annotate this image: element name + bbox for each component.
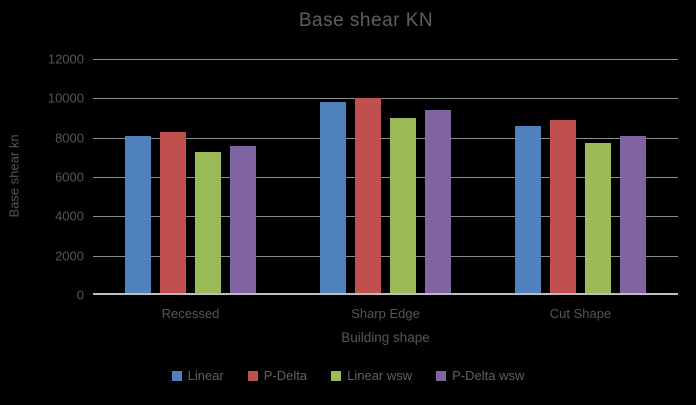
gridline-2000: [93, 255, 678, 257]
legend-label: Linear: [187, 368, 224, 383]
legend-swatch-icon: [171, 370, 182, 381]
chart-legend: Linear P-Delta Linear wsw P-Delta wsw: [0, 368, 696, 383]
legend-label: P-Delta wsw: [452, 368, 525, 383]
bar-p-delta-wsw-cut-shape: [620, 135, 646, 295]
y-axis-ticks: 0 2000 4000 6000 8000 10000 12000: [0, 52, 84, 303]
legend-swatch-icon: [247, 370, 258, 381]
bar-p-delta-recessed: [160, 131, 186, 295]
y-tick-label-0: 0: [76, 287, 84, 303]
legend-item-linear: Linear: [171, 368, 224, 383]
gridline-10000: [93, 98, 678, 100]
bar-p-delta-cut-shape: [550, 119, 576, 295]
y-tick-label-2000: 2000: [55, 248, 84, 264]
x-axis-label: Building shape: [341, 330, 430, 345]
bar-linear-wsw-recessed: [195, 152, 221, 295]
legend-label: P-Delta: [263, 368, 308, 383]
bar-linear-recessed: [125, 135, 151, 295]
gridline-4000: [93, 216, 678, 218]
y-tick-label-4000: 4000: [55, 208, 84, 224]
gridline-12000: [93, 59, 678, 60]
bar-p-delta-wsw-sharp-edge: [425, 110, 451, 295]
x-axis-line: [93, 293, 678, 295]
legend-item-linear-wsw: Linear wsw: [331, 368, 412, 383]
bar-linear-wsw-sharp-edge: [390, 118, 416, 295]
x-category-label-cut-shape: Cut Shape: [549, 306, 612, 321]
legend-swatch-icon: [331, 370, 342, 381]
plot-area: [93, 59, 678, 295]
gridline-8000: [93, 137, 678, 139]
bar-linear-sharp-edge: [320, 102, 346, 295]
legend-item-p-delta-wsw: P-Delta wsw: [436, 368, 524, 383]
y-tick-label-10000: 10000: [47, 90, 84, 106]
y-tick-label-8000: 8000: [55, 130, 84, 146]
bar-linear-wsw-cut-shape: [585, 142, 611, 295]
y-tick-label-6000: 6000: [55, 169, 84, 185]
legend-label: Linear wsw: [347, 368, 413, 383]
y-tick-label-12000: 12000: [47, 51, 84, 67]
bar-p-delta-wsw-recessed: [230, 145, 256, 295]
bar-group-recessed: [125, 59, 256, 295]
x-category-label-sharp-edge: Sharp Edge: [351, 306, 420, 321]
legend-swatch-icon: [436, 370, 447, 381]
gridline-6000: [93, 177, 678, 178]
x-category-row: Recessed Sharp Edge Cut Shape: [93, 306, 678, 321]
bar-p-delta-sharp-edge: [355, 98, 381, 295]
bar-linear-cut-shape: [515, 125, 541, 295]
bar-groups: [93, 59, 678, 295]
legend-item-p-delta: P-Delta: [247, 368, 308, 383]
bar-group-sharp-edge: [320, 59, 451, 295]
chart-title: Base shear KN: [298, 10, 434, 31]
bar-group-cut-shape: [515, 59, 646, 295]
x-category-label-recessed: Recessed: [161, 306, 220, 321]
